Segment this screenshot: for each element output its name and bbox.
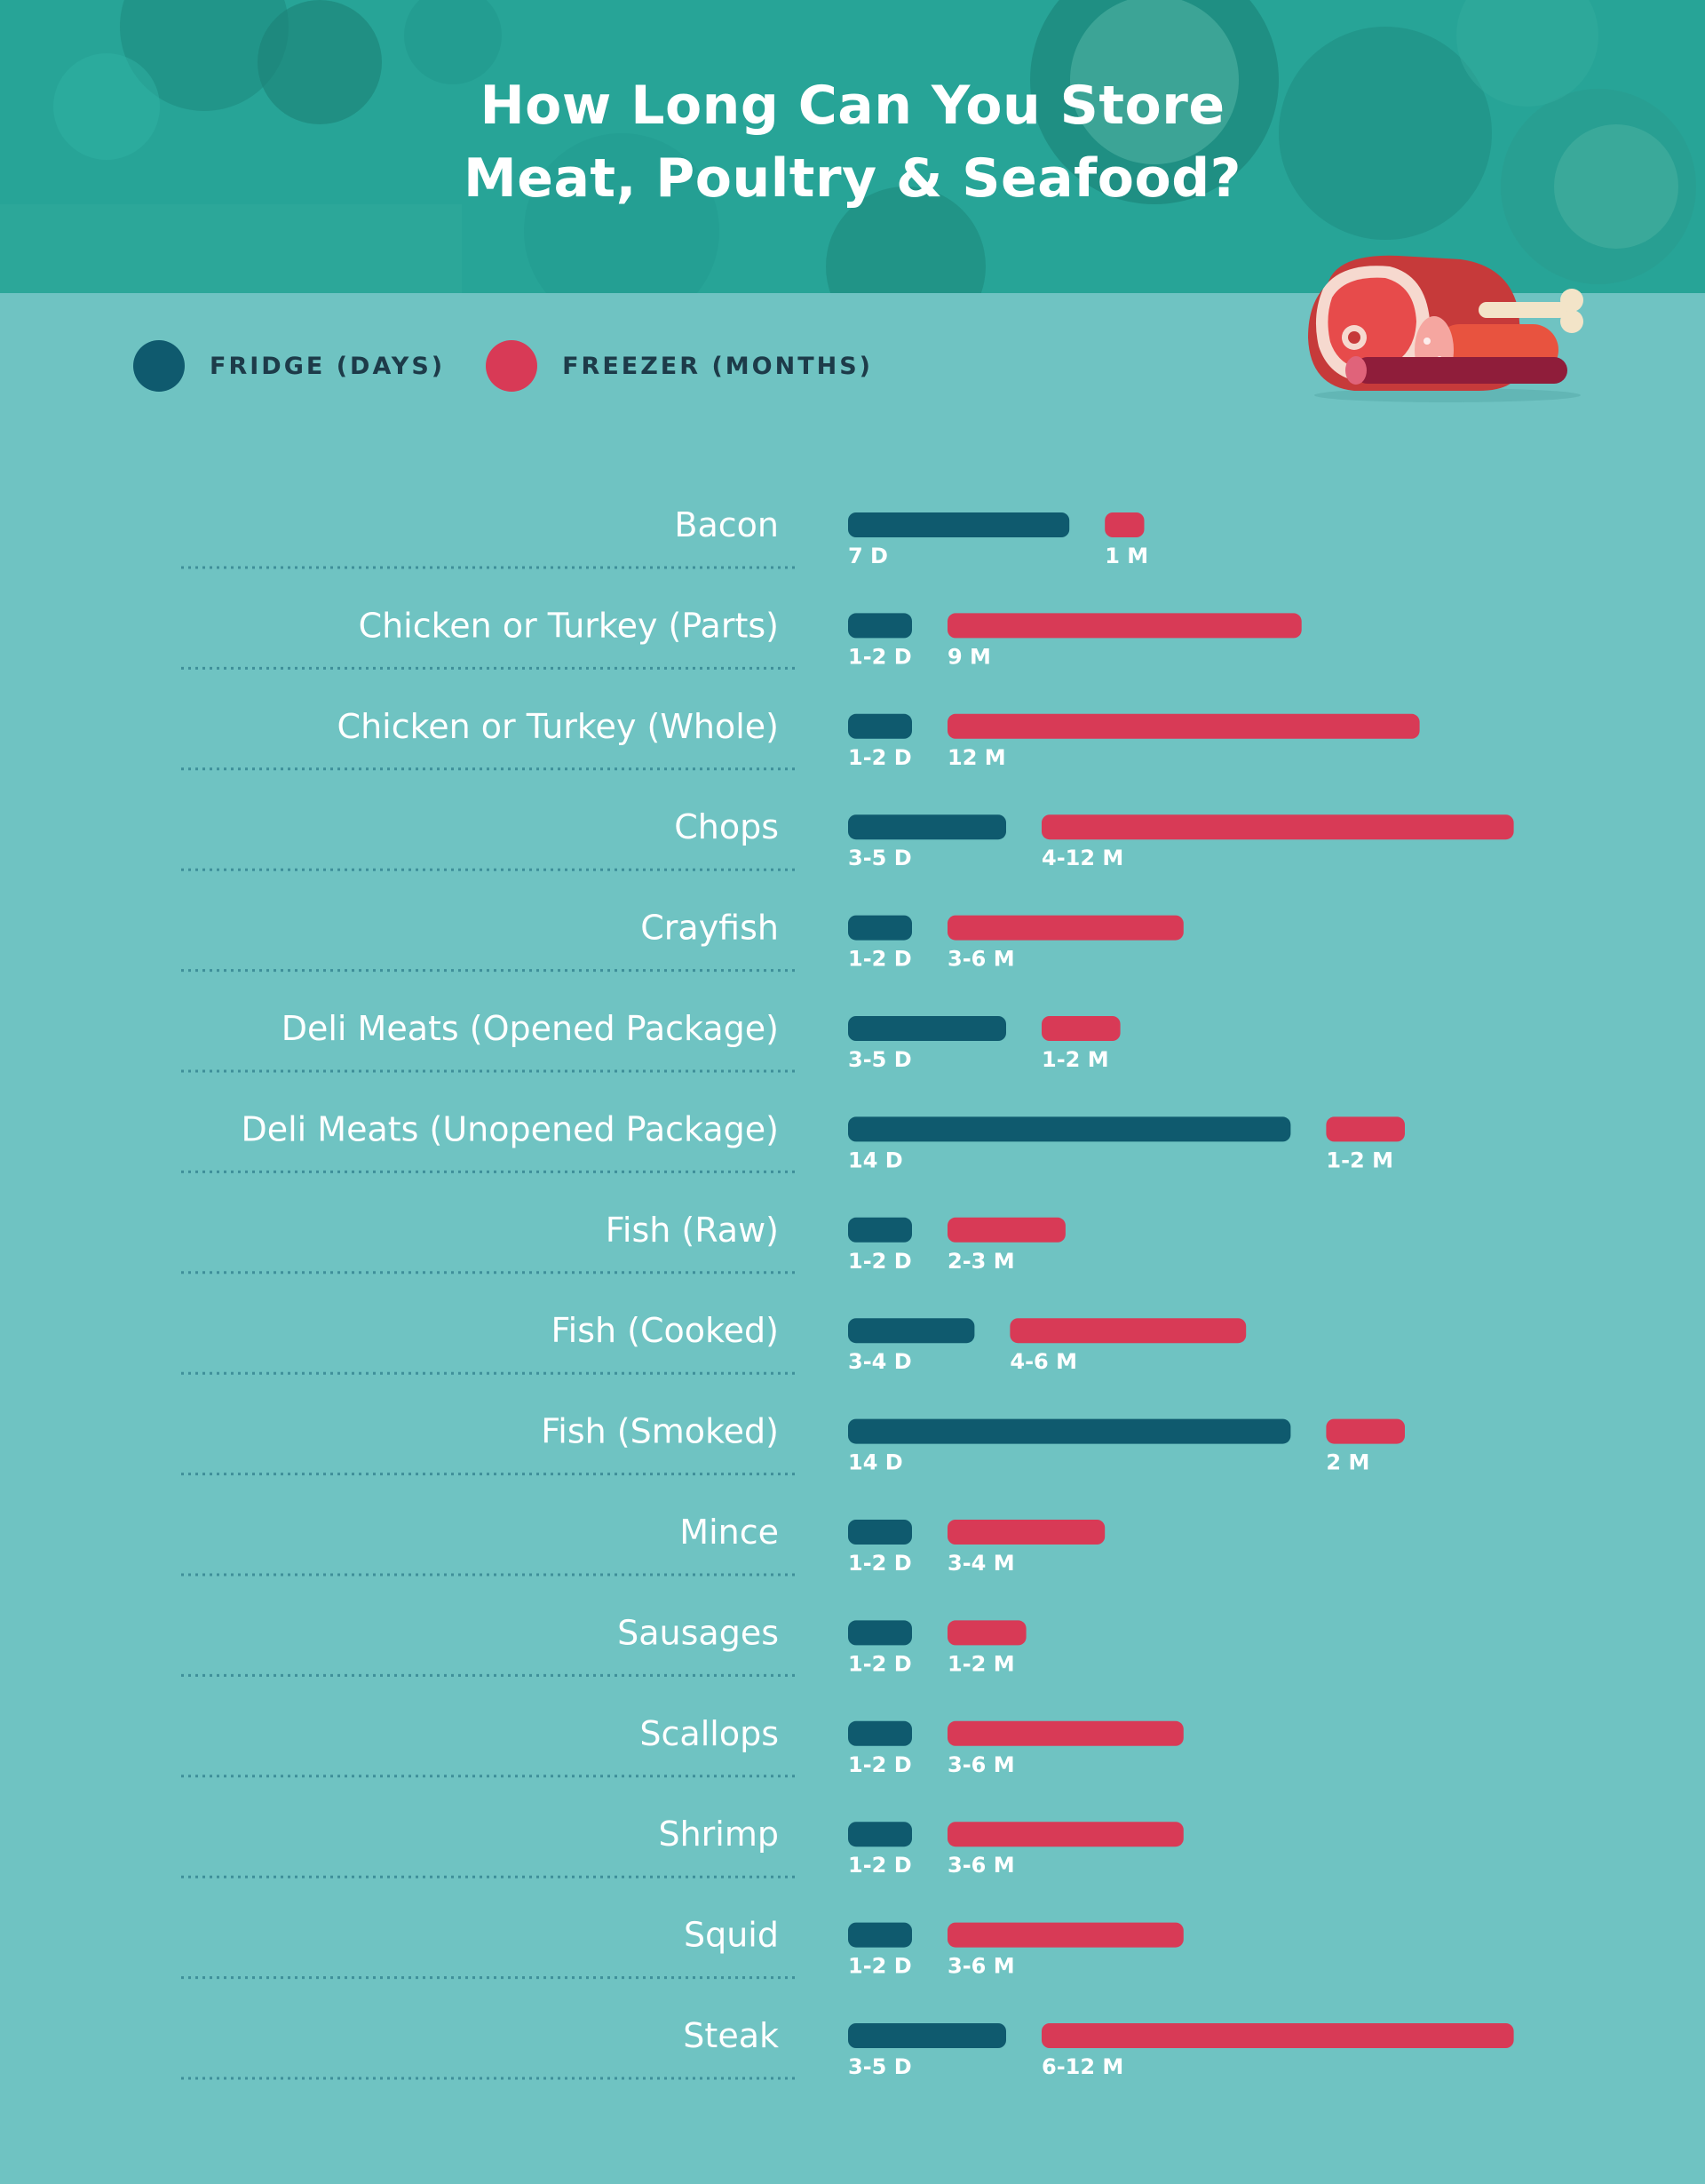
fridge-value-label: 1-2 D	[848, 1752, 912, 1777]
freezer-value-label: 1 M	[1105, 544, 1148, 568]
fridge-value-label: 1-2 D	[848, 1551, 912, 1576]
freezer-value-label: 1-2 M	[1326, 1148, 1393, 1172]
fridge-value-label: 1-2 D	[848, 644, 912, 669]
fridge-value-label: 3-5 D	[848, 1047, 912, 1072]
freezer-bar	[1326, 1116, 1405, 1142]
page-title: How Long Can You Store Meat, Poultry & S…	[0, 69, 1705, 215]
fridge-value-label: 3-5 D	[848, 2054, 912, 2079]
freezer-value-label: 9 M	[948, 644, 991, 669]
freezer-bar	[948, 1720, 1184, 1746]
legend-swatch-fridge	[133, 340, 185, 392]
fridge-bar	[848, 1217, 912, 1243]
fridge-bar	[848, 2023, 1006, 2048]
fridge-bar	[848, 1620, 912, 1646]
category-label: Chops	[674, 807, 779, 846]
freezer-value-label: 2-3 M	[948, 1249, 1015, 1274]
fridge-value-label: 1-2 D	[848, 947, 912, 972]
fridge-bar	[848, 1016, 1006, 1041]
fridge-value-label: 1-2 D	[848, 1954, 912, 1979]
legend-label-fridge: FRIDGE (DAYS)	[210, 352, 446, 380]
category-label: Chicken or Turkey (Whole)	[337, 707, 779, 746]
freezer-value-label: 1-2 M	[948, 1651, 1015, 1676]
category-label: Fish (Raw)	[606, 1211, 779, 1250]
title-line-1: How Long Can You Store	[480, 75, 1225, 137]
freezer-value-label: 1-2 M	[1042, 1047, 1109, 1072]
freezer-value-label: 4-12 M	[1042, 846, 1123, 870]
freezer-bar	[1042, 814, 1514, 840]
legend-item-freezer: FREEZER (MONTHS)	[486, 340, 873, 392]
freezer-bar	[1105, 512, 1145, 537]
freezer-bar	[948, 713, 1420, 739]
fridge-bar	[848, 1520, 912, 1545]
legend-swatch-freezer	[486, 340, 538, 392]
category-label: Steak	[683, 2016, 779, 2055]
fridge-bar	[848, 814, 1006, 840]
category-label: Chicken or Turkey (Parts)	[359, 606, 779, 645]
freezer-value-label: 12 M	[948, 745, 1006, 770]
title-line-2: Meat, Poultry & Seafood?	[464, 147, 1241, 210]
fridge-bar	[848, 1418, 1291, 1444]
meat-illustration-icon	[1308, 255, 1583, 402]
legend-label-freezer: FREEZER (MONTHS)	[562, 352, 874, 380]
category-label: Scallops	[639, 1714, 779, 1753]
freezer-bar	[948, 613, 1302, 639]
fridge-bar	[848, 512, 1070, 537]
category-label: Fish (Cooked)	[551, 1311, 779, 1350]
fridge-value-label: 14 D	[848, 1450, 903, 1475]
fridge-value-label: 1-2 D	[848, 1651, 912, 1676]
fridge-value-label: 3-4 D	[848, 1349, 912, 1374]
food-photo-background	[0, 0, 1705, 293]
fridge-value-label: 1-2 D	[848, 745, 912, 770]
fridge-value-label: 3-5 D	[848, 846, 912, 870]
fridge-bar	[848, 713, 912, 739]
freezer-bar	[948, 1822, 1184, 1847]
freezer-value-label: 2 M	[1326, 1450, 1369, 1475]
legend-item-fridge: FRIDGE (DAYS)	[133, 340, 445, 392]
fridge-bar	[848, 1720, 912, 1746]
category-label: Bacon	[674, 505, 779, 544]
category-label: Sausages	[617, 1613, 779, 1652]
header-banner	[0, 0, 1705, 293]
category-label: Deli Meats (Unopened Package)	[241, 1109, 779, 1148]
fridge-bar	[848, 1922, 912, 1948]
category-label: Fish (Smoked)	[541, 1412, 779, 1451]
category-label: Squid	[684, 1916, 779, 1955]
legend: FRIDGE (DAYS) FREEZER (MONTHS)	[133, 339, 914, 393]
freezer-value-label: 3-6 M	[948, 1954, 1015, 1979]
freezer-bar	[948, 1922, 1184, 1948]
freezer-bar	[948, 1520, 1106, 1545]
fridge-bar	[848, 1116, 1291, 1142]
freezer-bar	[1042, 2023, 1514, 2048]
freezer-value-label: 3-6 M	[948, 947, 1015, 972]
fridge-value-label: 1-2 D	[848, 1249, 912, 1274]
freezer-bar	[1326, 1418, 1405, 1444]
category-label: Mince	[679, 1513, 779, 1552]
category-label: Crayfish	[640, 909, 779, 948]
freezer-value-label: 3-6 M	[948, 1752, 1015, 1777]
fridge-value-label: 7 D	[848, 544, 888, 568]
freezer-value-label: 6-12 M	[1042, 2054, 1123, 2079]
fridge-bar	[848, 915, 912, 941]
freezer-bar	[948, 915, 1184, 941]
freezer-bar	[948, 1620, 1027, 1646]
freezer-bar	[948, 1217, 1066, 1243]
freezer-bar	[1010, 1318, 1247, 1344]
fridge-value-label: 14 D	[848, 1148, 903, 1172]
fridge-bar	[848, 613, 912, 639]
fridge-bar	[848, 1822, 912, 1847]
fridge-bar	[848, 1318, 975, 1344]
freezer-bar	[1042, 1016, 1121, 1041]
category-label: Shrimp	[658, 1815, 779, 1854]
fridge-value-label: 1-2 D	[848, 1853, 912, 1878]
category-label: Deli Meats (Opened Package)	[282, 1009, 779, 1048]
freezer-value-label: 4-6 M	[1010, 1349, 1077, 1374]
freezer-value-label: 3-4 M	[948, 1551, 1015, 1576]
freezer-value-label: 3-6 M	[948, 1853, 1015, 1878]
